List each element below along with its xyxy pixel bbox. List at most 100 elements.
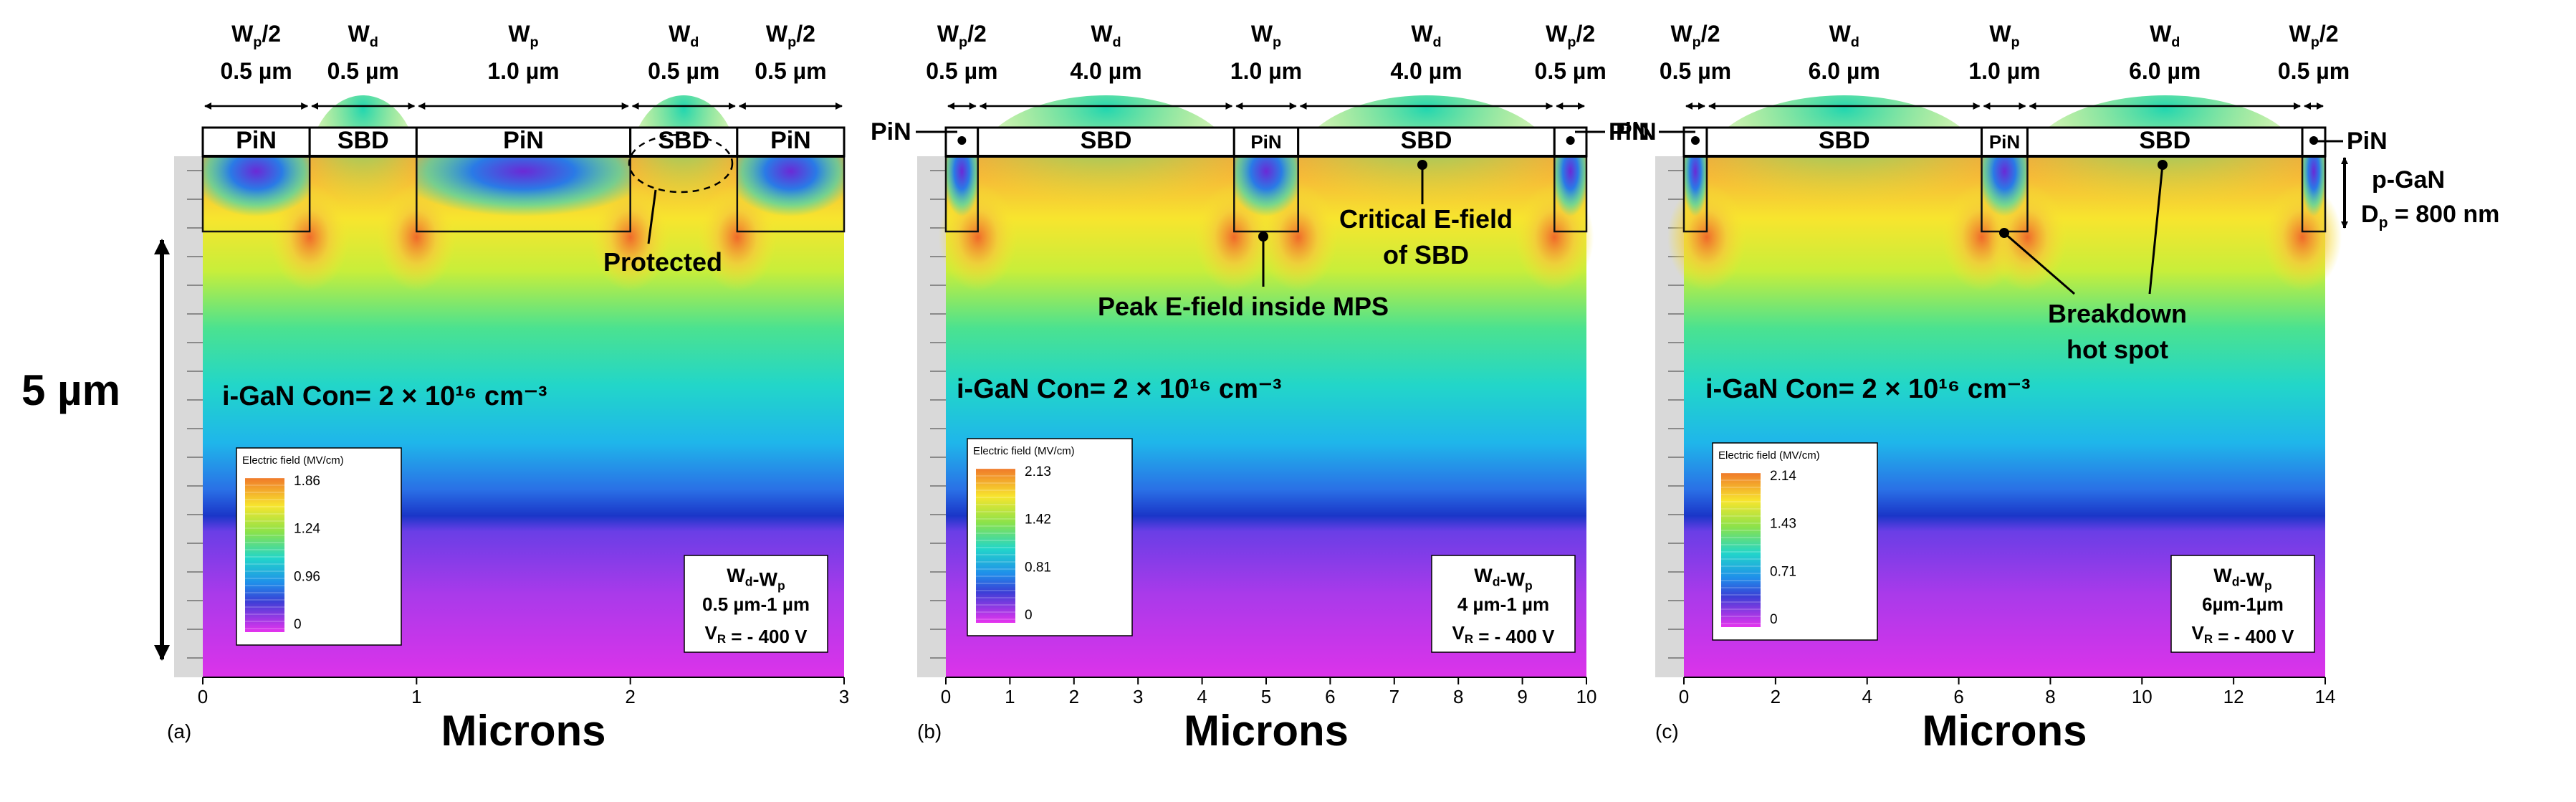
legend-colorbar xyxy=(245,478,284,632)
p-gan-outline xyxy=(944,156,979,233)
region-width-value: 0.5 µm xyxy=(755,58,826,84)
pin-label-left: PiN xyxy=(1616,118,1657,145)
contact-label: PiN xyxy=(503,127,544,154)
p-gan-outline xyxy=(1682,156,1708,233)
x-tick-label: 1 xyxy=(1005,686,1015,707)
x-tick-label: 6 xyxy=(1953,686,1963,707)
legend-tick: 0 xyxy=(1770,612,1778,627)
p-gan-outline xyxy=(1553,156,1588,233)
contact-label: PiN xyxy=(236,127,277,154)
contact-label: SBD xyxy=(1819,127,1870,154)
color-legend: Electric field (MV/cm) 1.86 1.24 0.96 0 xyxy=(236,447,402,646)
protected-label: Protected xyxy=(603,247,722,277)
x-tick-label: 4 xyxy=(1862,686,1872,707)
legend-tick: 0.96 xyxy=(294,569,320,584)
panel-b: SBD PiN SBD Wp/2 0.5 µm Wd 4.0 µm Wp 1.0 µm Wd 4.0… xyxy=(917,21,1607,755)
color-legend: Electric field (MV/cm) 2.14 1.43 0.71 0 xyxy=(1712,442,1878,641)
param-width-value: 4 µm-1 µm xyxy=(1457,593,1549,615)
sbd-center-pointer xyxy=(2148,164,2164,295)
x-tick-label: 2 xyxy=(1771,686,1781,707)
region-width-symbol: Wp/2 xyxy=(1546,21,1595,50)
p-gan-region xyxy=(1234,156,1298,231)
param-voltage: VR = - 400 V xyxy=(1452,622,1555,647)
breakdown-label-2: hot spot xyxy=(2067,335,2168,364)
panel-label: (a) xyxy=(167,720,191,743)
legend-tick: 2.13 xyxy=(1025,464,1051,479)
parameter-frame xyxy=(2170,555,2315,653)
legend-tick: 0 xyxy=(1025,608,1033,623)
x-tick-label: 0 xyxy=(941,686,951,707)
param-voltage: VR = - 400 V xyxy=(704,622,808,647)
x-tick-label: 3 xyxy=(839,686,849,707)
region-width-value: 6.0 µm xyxy=(2129,58,2201,84)
p-gan-region xyxy=(737,156,844,231)
region-width-value: 4.0 µm xyxy=(1390,58,1462,84)
p-gan-outline xyxy=(1233,156,1299,233)
region-width-value: 1.0 µm xyxy=(1968,58,2040,84)
region-width-value: 0.5 µm xyxy=(327,58,399,84)
pin-label-right: PiN xyxy=(1609,118,1649,145)
x-tick-label: 5 xyxy=(1261,686,1271,707)
p-gan-region xyxy=(203,156,310,231)
legend-title: Electric field (MV/cm) xyxy=(1718,449,1820,462)
color-legend: Electric field (MV/cm) 2.13 1.42 0.81 0 xyxy=(967,438,1133,636)
region-width-value: 4.0 µm xyxy=(1070,58,1141,84)
critical-label-1: Critical E-field xyxy=(1339,204,1513,234)
contact-sbd xyxy=(308,126,418,158)
panel-c: SBD PiN SBD Wp/2 0.5 µm Wd 6.0 µm Wp 1.0 µm Wd 6.0… xyxy=(1655,21,2350,755)
x-tick-label: 6 xyxy=(1325,686,1335,707)
param-width-value: 6µm-1µm xyxy=(2202,593,2284,615)
p-gan-outline xyxy=(2301,156,2327,233)
x-tick-label: 8 xyxy=(2045,686,2055,707)
sbd-field-region xyxy=(977,95,1235,231)
contact-label: SBD xyxy=(1401,127,1452,154)
x-axis-label: Microns xyxy=(1922,707,2087,755)
legend-colorbar xyxy=(976,469,1015,623)
annotations-a: Protected 5 µm xyxy=(21,133,734,661)
region-width-value: 0.5 µm xyxy=(926,58,997,84)
contact-dot xyxy=(2309,136,2319,145)
legend-tick: 0.81 xyxy=(1025,560,1051,575)
x-tick-label: 4 xyxy=(1197,686,1207,707)
x-tick-label: 2 xyxy=(1069,686,1079,707)
legend-colorbar xyxy=(1721,473,1761,627)
legend-title: Electric field (MV/cm) xyxy=(973,445,1075,457)
x-tick-label: 10 xyxy=(2132,686,2153,707)
region-width-value: 0.5 µm xyxy=(1535,58,1607,84)
contact-dot xyxy=(1566,136,1575,145)
region-width-symbol: Wp/2 xyxy=(937,21,987,50)
region-width-value: 0.5 µm xyxy=(2278,58,2350,84)
region-width-symbol: Wd xyxy=(669,21,699,50)
panel-label: (c) xyxy=(1655,720,1679,743)
critical-label-2: of SBD xyxy=(1383,240,1469,269)
breakdown-label-1: Breakdown xyxy=(2048,299,2187,328)
p-gan-region xyxy=(1684,156,1707,231)
x-tick-label: 12 xyxy=(2223,686,2244,707)
x-tick-label: 1 xyxy=(411,686,421,707)
depth-scale-label: 5 µm xyxy=(21,366,120,414)
x-tick-label: 9 xyxy=(1517,686,1527,707)
legend-tick: 1.24 xyxy=(294,522,320,537)
p-gan-outline xyxy=(416,156,631,233)
parameter-box: Wd-Wp4 µm-1 µm VR = - 400 V xyxy=(1431,555,1576,653)
x-tick-label: 8 xyxy=(1453,686,1463,707)
x-tick-label: 0 xyxy=(198,686,208,707)
p-gan-outline xyxy=(736,156,846,233)
contact-label: SBD xyxy=(337,127,389,154)
region-width-value: 0.5 µm xyxy=(648,58,719,84)
region-width-value: 1.0 µm xyxy=(487,58,559,84)
param-width-value: 0.5 µm-1 µm xyxy=(702,593,810,615)
legend-tick: 0.71 xyxy=(1770,564,1796,579)
region-width-symbol: Wd xyxy=(2150,21,2180,50)
x-tick-label: 7 xyxy=(1389,686,1399,707)
param-voltage: VR = - 400 V xyxy=(2191,622,2294,647)
param-width-symbol: Wd-Wp xyxy=(727,565,785,593)
region-width-symbol: Wd xyxy=(1411,21,1441,50)
region-width-symbol: Wp/2 xyxy=(1670,21,1720,50)
p-gan-region xyxy=(1981,156,2028,231)
legend-title: Electric field (MV/cm) xyxy=(242,454,344,467)
contact-pin xyxy=(201,126,311,158)
x-tick-label: 0 xyxy=(1679,686,1689,707)
